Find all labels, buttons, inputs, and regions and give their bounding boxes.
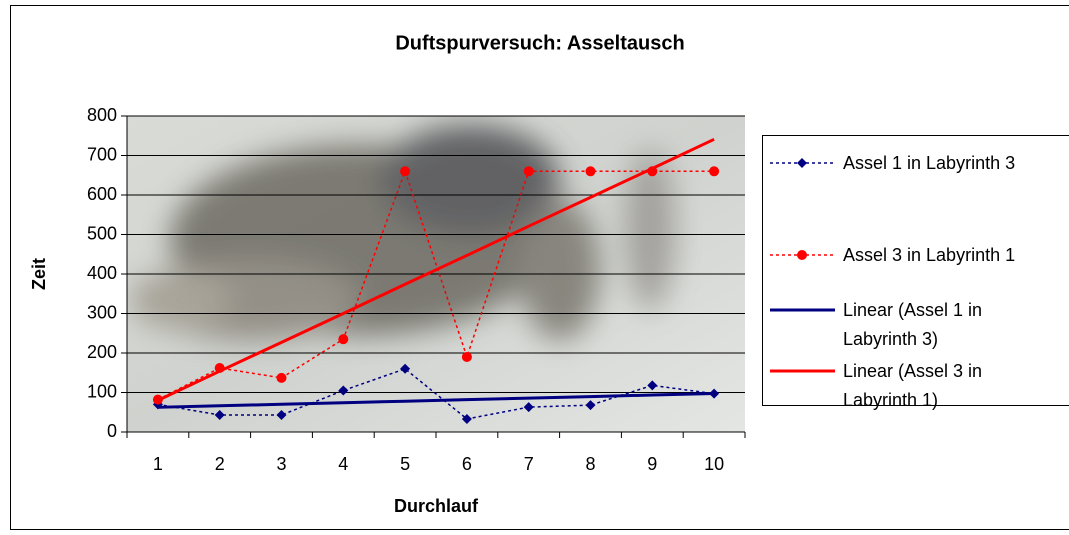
chart-title: Duftspurversuch: Asseltausch — [395, 32, 684, 54]
legend-label: Assel 3 in Labyrinth 1 — [843, 245, 1016, 265]
x-tick-label: 1 — [153, 454, 163, 474]
data-point — [709, 166, 720, 177]
data-point — [523, 402, 534, 413]
data-point — [276, 410, 287, 421]
x-tick-label: 6 — [462, 454, 472, 474]
y-tick-label: 800 — [87, 105, 117, 125]
x-tick-label: 5 — [400, 454, 410, 474]
y-tick-label: 200 — [87, 342, 117, 362]
x-axis-title: Durchlauf — [394, 496, 479, 516]
data-point — [797, 250, 807, 260]
legend-label: Linear (Assel 1 in Labyrinth 3) — [843, 300, 983, 349]
y-tick-label: 300 — [87, 302, 117, 322]
y-tick-label: 700 — [87, 144, 117, 164]
legend-label: Assel 1 in Labyrinth 3 — [843, 153, 1016, 173]
x-tick-label: 2 — [215, 454, 225, 474]
x-tick-label: 10 — [704, 454, 724, 474]
y-tick-label: 400 — [87, 263, 117, 283]
y-tick-label: 0 — [107, 421, 117, 441]
y-tick-label: 500 — [87, 223, 117, 243]
x-tick-label: 3 — [276, 454, 286, 474]
data-point — [647, 380, 658, 391]
x-tick-label: 7 — [524, 454, 534, 474]
x-tick-label: 8 — [585, 454, 595, 474]
legend-item: Linear (Assel 1 in Labyrinth 3) — [843, 300, 983, 349]
series-line — [157, 169, 715, 401]
data-point — [523, 166, 534, 177]
data-point — [338, 385, 349, 396]
y-tick-label: 100 — [87, 381, 117, 401]
y-axis-title: Zeit — [29, 258, 49, 290]
trend-line — [157, 137, 715, 402]
x-tick-label: 4 — [338, 454, 348, 474]
data-point — [400, 166, 411, 177]
trend-line — [157, 391, 715, 409]
x-tick-label: 9 — [647, 454, 657, 474]
legend-item: Assel 3 in Labyrinth 1 — [843, 245, 1016, 265]
legend-label: Linear (Assel 3 in Labyrinth 1) — [843, 361, 983, 410]
legend-box — [762, 135, 1069, 406]
y-tick-label: 600 — [87, 184, 117, 204]
data-point — [338, 334, 349, 345]
data-point — [585, 400, 596, 411]
legend-item: Linear (Assel 3 in Labyrinth 1) — [843, 361, 983, 410]
data-point — [585, 166, 596, 177]
data-point — [400, 363, 411, 374]
data-point — [461, 413, 472, 424]
legend-item: Assel 1 in Labyrinth 3 — [843, 153, 1016, 173]
data-point — [797, 158, 807, 168]
data-point — [461, 351, 472, 362]
data-point — [276, 372, 287, 383]
data-point — [214, 410, 225, 421]
axes: 0 100 200 300 400 500 600 700 800 1 2 3 4 5 6 7 8 9 10 — [87, 105, 746, 474]
